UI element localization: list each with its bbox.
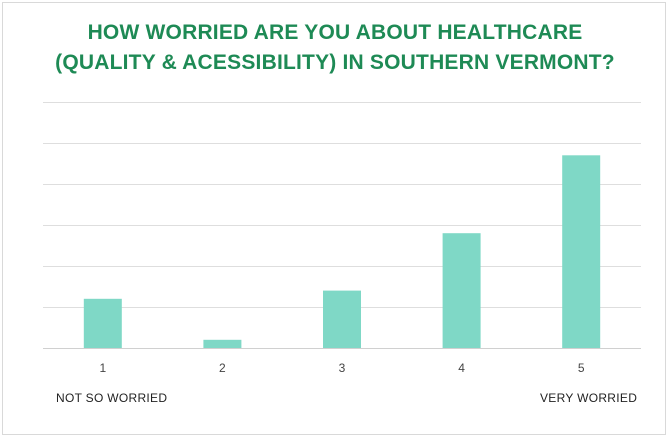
chart-title-line-2: (QUALITY & ACESSIBILITY) IN SOUTHERN VER… [55,51,615,74]
scale-high-note: VERY WORRIED [540,391,638,405]
chart-title-line-1: HOW WORRIED ARE YOU ABOUT HEALTHCARE [87,21,583,44]
bar-1 [83,298,122,348]
bar-2 [203,339,242,348]
x-tick-label: 4 [458,361,465,375]
x-tick-label: 3 [339,361,346,375]
bar-4 [442,233,481,348]
chart-title: HOW WORRIED ARE YOU ABOUT HEALTHCARE (QU… [0,18,670,78]
bar-3 [323,290,361,348]
scale-low-note: NOT SO WORRIED [56,391,168,405]
x-tick-label: 1 [99,361,106,375]
bar-5 [562,155,601,348]
chart-frame [2,2,666,435]
x-tick-label: 5 [578,361,585,375]
x-tick-label: 2 [219,361,226,375]
